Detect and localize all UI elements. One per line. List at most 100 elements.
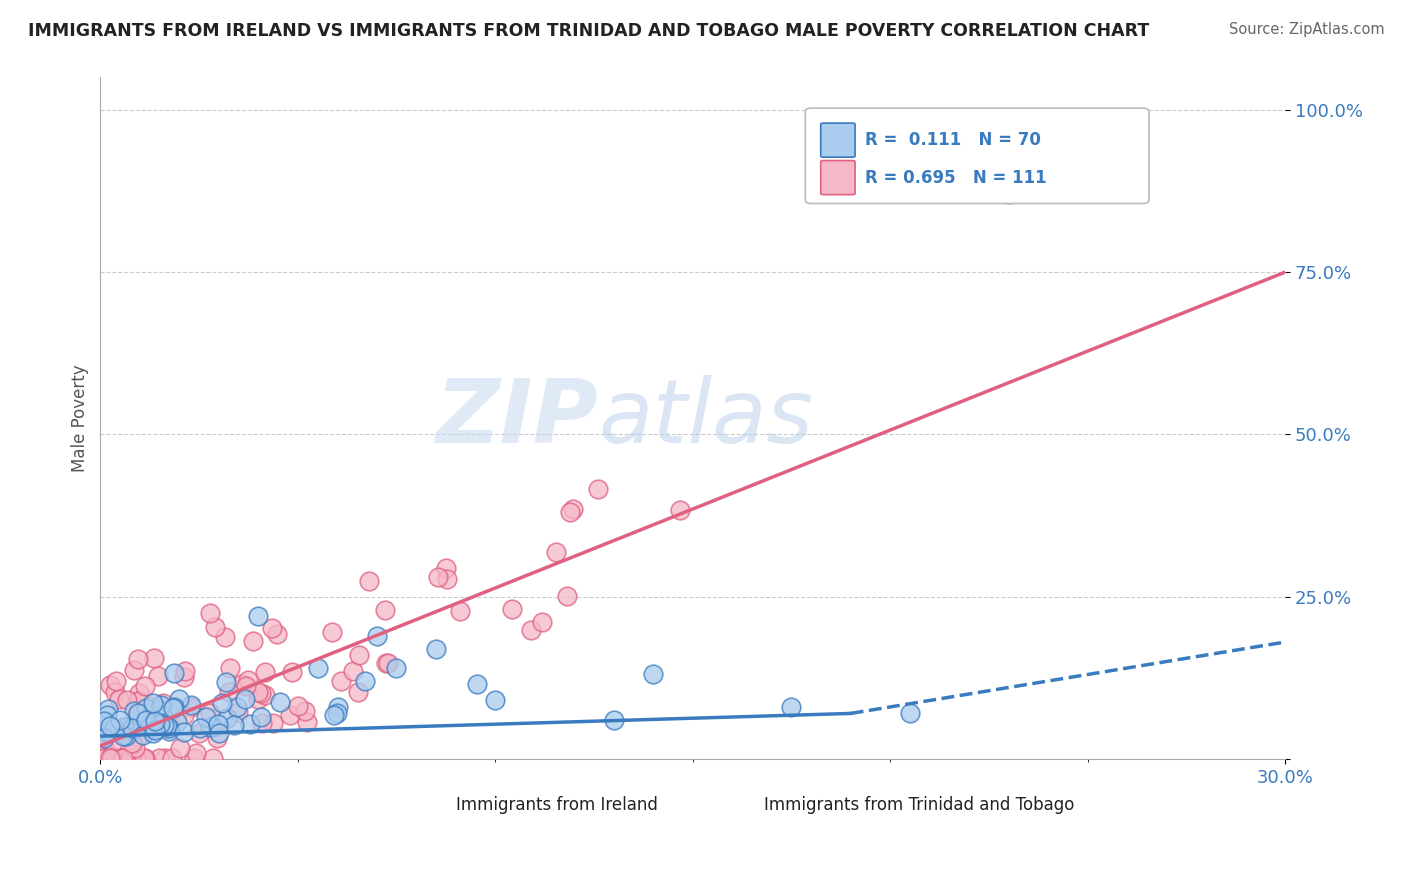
Point bbox=[346, 684, 368, 698]
Point bbox=[436, 572, 458, 586]
Text: Immigrants from Ireland: Immigrants from Ireland bbox=[456, 797, 658, 814]
Point bbox=[204, 620, 226, 634]
Point bbox=[425, 641, 447, 656]
FancyBboxPatch shape bbox=[418, 791, 449, 822]
Point bbox=[143, 714, 166, 728]
Point bbox=[266, 627, 288, 641]
Point bbox=[269, 695, 291, 709]
Point bbox=[128, 694, 150, 708]
Point bbox=[104, 751, 127, 765]
Point bbox=[603, 713, 626, 727]
Point bbox=[780, 700, 803, 714]
Point bbox=[246, 692, 269, 706]
Point bbox=[226, 699, 249, 714]
Point bbox=[235, 679, 257, 693]
Point bbox=[93, 731, 115, 746]
Point bbox=[127, 707, 149, 722]
Point bbox=[997, 187, 1019, 202]
Point bbox=[347, 648, 370, 662]
Point bbox=[323, 707, 346, 722]
Point bbox=[342, 664, 364, 678]
Point bbox=[520, 623, 543, 637]
Point bbox=[555, 589, 578, 603]
Point bbox=[118, 722, 141, 736]
Point bbox=[160, 751, 183, 765]
Point bbox=[93, 751, 115, 765]
Point bbox=[103, 721, 125, 735]
Point bbox=[162, 700, 184, 714]
Point bbox=[120, 723, 142, 738]
Point bbox=[110, 751, 132, 765]
Point bbox=[501, 601, 523, 615]
Point bbox=[100, 749, 122, 764]
Point bbox=[120, 751, 142, 765]
Point bbox=[180, 700, 202, 714]
Point bbox=[329, 673, 352, 688]
Point bbox=[124, 663, 146, 677]
Point bbox=[93, 731, 115, 746]
Point bbox=[157, 723, 180, 738]
Point bbox=[97, 725, 120, 739]
Point bbox=[231, 676, 253, 690]
Point bbox=[898, 706, 921, 721]
Point bbox=[353, 673, 375, 688]
Point bbox=[98, 751, 121, 765]
FancyBboxPatch shape bbox=[725, 791, 756, 822]
Point bbox=[149, 717, 172, 731]
Point bbox=[465, 677, 488, 691]
Point bbox=[108, 692, 131, 706]
Point bbox=[167, 691, 190, 706]
Text: Source: ZipAtlas.com: Source: ZipAtlas.com bbox=[1229, 22, 1385, 37]
Point bbox=[143, 716, 166, 731]
Point bbox=[101, 735, 124, 749]
Point bbox=[546, 545, 568, 559]
Point bbox=[484, 693, 506, 707]
Point bbox=[112, 751, 135, 765]
Point bbox=[93, 751, 115, 765]
FancyBboxPatch shape bbox=[821, 123, 855, 157]
Point bbox=[326, 699, 349, 714]
Point bbox=[153, 717, 176, 731]
Point bbox=[201, 720, 224, 734]
Point bbox=[112, 720, 135, 734]
Point bbox=[96, 707, 118, 722]
Point bbox=[94, 742, 117, 756]
Point bbox=[287, 699, 309, 714]
Point bbox=[124, 740, 146, 755]
Point bbox=[104, 685, 127, 699]
Point bbox=[643, 667, 665, 681]
Point bbox=[93, 714, 115, 728]
Point bbox=[150, 711, 173, 725]
Point bbox=[125, 751, 148, 765]
Point bbox=[98, 751, 121, 765]
Point bbox=[207, 716, 229, 731]
Text: Immigrants from Trinidad and Tobago: Immigrants from Trinidad and Tobago bbox=[763, 797, 1074, 814]
FancyBboxPatch shape bbox=[821, 161, 855, 194]
Point bbox=[226, 706, 249, 720]
Point bbox=[121, 721, 143, 735]
Point bbox=[211, 696, 233, 710]
FancyBboxPatch shape bbox=[806, 108, 1149, 203]
Point bbox=[115, 730, 138, 744]
Point bbox=[294, 704, 316, 718]
Point bbox=[97, 725, 120, 739]
Point bbox=[129, 715, 152, 730]
Point bbox=[321, 624, 343, 639]
Point bbox=[111, 725, 134, 739]
Point bbox=[121, 736, 143, 750]
Point bbox=[208, 726, 231, 740]
Point bbox=[449, 605, 471, 619]
Point bbox=[233, 691, 256, 706]
Text: R = 0.695   N = 111: R = 0.695 N = 111 bbox=[865, 169, 1046, 186]
Point bbox=[135, 701, 157, 715]
Point bbox=[112, 722, 135, 736]
Point bbox=[122, 704, 145, 718]
Point bbox=[105, 674, 128, 689]
Point bbox=[218, 685, 240, 699]
Point bbox=[249, 686, 271, 700]
Point bbox=[262, 621, 284, 635]
Point bbox=[586, 482, 609, 496]
Point bbox=[111, 729, 134, 743]
Text: atlas: atlas bbox=[598, 376, 813, 461]
Point bbox=[195, 710, 218, 724]
